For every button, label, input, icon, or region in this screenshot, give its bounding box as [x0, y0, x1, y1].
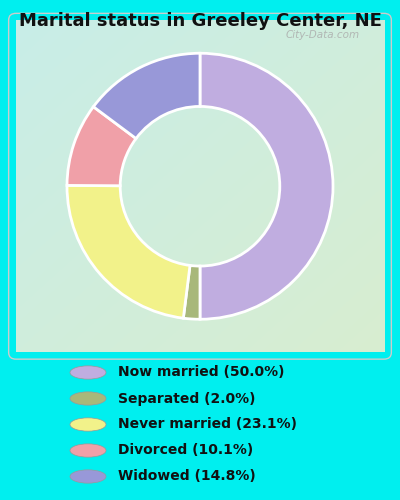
Text: Widowed (14.8%): Widowed (14.8%)	[118, 470, 256, 484]
Circle shape	[70, 366, 106, 379]
Wedge shape	[183, 266, 200, 320]
Circle shape	[70, 392, 106, 405]
Text: City-Data.com: City-Data.com	[286, 30, 360, 40]
Text: Separated (2.0%): Separated (2.0%)	[118, 392, 256, 406]
Wedge shape	[67, 106, 136, 186]
Text: Never married (23.1%): Never married (23.1%)	[118, 418, 297, 432]
Wedge shape	[93, 53, 200, 138]
Circle shape	[70, 418, 106, 431]
Text: Marital status in Greeley Center, NE: Marital status in Greeley Center, NE	[18, 12, 382, 30]
Text: Now married (50.0%): Now married (50.0%)	[118, 366, 284, 380]
Wedge shape	[200, 53, 333, 320]
Circle shape	[70, 444, 106, 457]
Circle shape	[70, 470, 106, 483]
Text: Divorced (10.1%): Divorced (10.1%)	[118, 444, 253, 458]
Wedge shape	[67, 186, 190, 318]
